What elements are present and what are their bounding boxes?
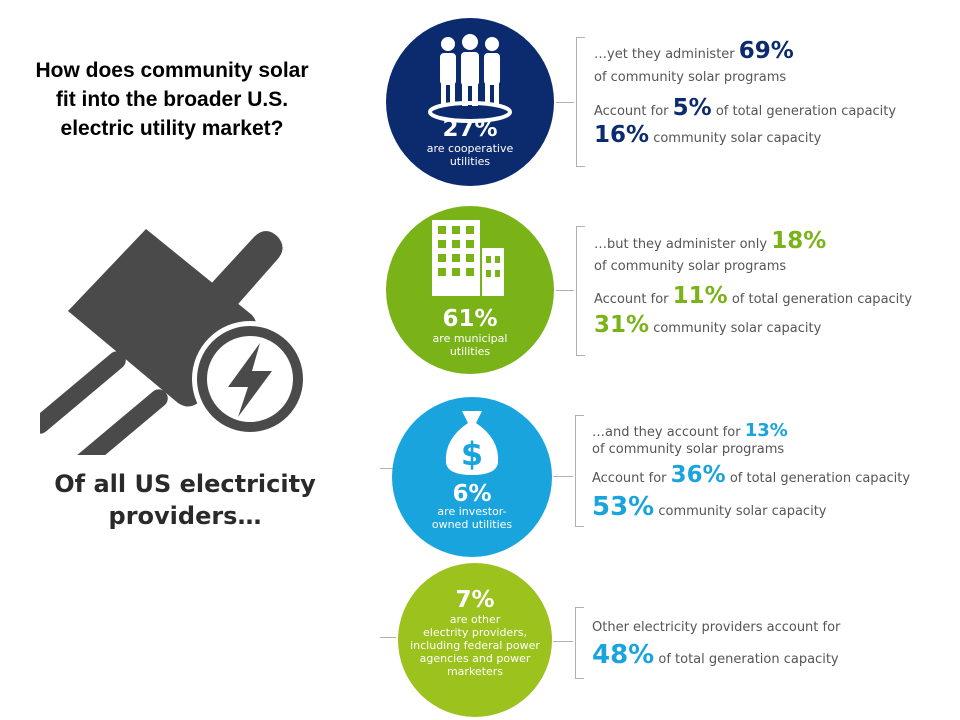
connector	[556, 290, 574, 291]
stat-capacity: Account for 36% of total generation capa…	[592, 462, 911, 488]
stat-cs-capacity: 53% community solar capacity	[592, 492, 827, 522]
svg-text:$: $	[461, 435, 483, 473]
plug-prong	[73, 389, 168, 455]
desc-line: utilities	[449, 345, 491, 358]
people-group-icon	[428, 34, 512, 123]
electric-plug-icon	[40, 229, 308, 455]
desc-line: utilities	[449, 155, 491, 168]
plug-prong	[40, 351, 126, 434]
administer-value: 69%	[738, 38, 794, 64]
stat-administer: …but they administer only 18%	[594, 228, 827, 254]
cs-capacity-value: 16%	[594, 122, 650, 148]
question-line: How does community solar	[35, 59, 309, 82]
connector	[553, 641, 573, 642]
desc-line: are other	[449, 613, 501, 626]
stat-administer: …and they account for 13%	[592, 420, 788, 441]
stat-administer-tail: of community solar programs	[592, 442, 785, 457]
money-bag-icon: $	[445, 411, 499, 475]
provider-share: 27%	[442, 116, 498, 142]
stat-administer: …yet they administer 69%	[594, 38, 794, 64]
stat-capacity: 48% of total generation capacity	[592, 640, 839, 670]
capacity-value: 48%	[592, 640, 655, 670]
bracket	[576, 37, 585, 167]
bracket	[576, 226, 585, 356]
spine-tick	[380, 468, 396, 469]
provider-desc: are municipal utilities	[400, 332, 540, 358]
stat-capacity: Account for 5% of total generation capac…	[594, 95, 897, 121]
desc-line: owned utilities	[431, 518, 513, 531]
cooperative-circle: 27% are cooperative utilities	[386, 18, 554, 186]
intro-label: Of all US electricity providers…	[40, 468, 330, 532]
capacity-value: 11%	[672, 283, 728, 309]
question-line: electric utility market?	[60, 117, 284, 140]
provider-share: 61%	[442, 306, 498, 332]
stat-other-intro: Other electricity providers account for	[592, 620, 841, 635]
intro-line: providers…	[108, 502, 262, 530]
desc-line: including federal power	[410, 639, 540, 652]
stat-cs-capacity: 31% community solar capacity	[594, 312, 822, 338]
office-building-icon	[432, 220, 504, 296]
intro-line: Of all US electricity	[54, 470, 316, 498]
cs-capacity-value: 31%	[594, 312, 650, 338]
desc-line: are investor-	[437, 505, 507, 518]
connector	[553, 476, 573, 477]
stat-administer-tail: of community solar programs	[594, 70, 787, 85]
desc-line: agencies and power	[419, 652, 531, 665]
municipal-circle: 61% are municipal utilities	[386, 206, 554, 374]
stat-capacity: Account for 11% of total generation capa…	[594, 283, 913, 309]
capacity-value: 5%	[672, 95, 712, 121]
question-line: fit into the broader U.S.	[55, 88, 289, 111]
administer-value: 18%	[771, 228, 827, 254]
stat-cs-capacity: 16% community solar capacity	[594, 122, 822, 148]
desc-line: marketers	[446, 665, 504, 678]
investor-circle: $ 6% are investor- owned utilities	[392, 397, 552, 557]
lightning-bolt-icon	[192, 321, 308, 437]
bracket	[575, 607, 584, 679]
connector	[556, 102, 574, 103]
other-circle: 7% are other electrity providers, includ…	[398, 563, 552, 717]
desc-line: are cooperative	[426, 142, 514, 155]
question-heading: How does community solar fit into the br…	[22, 56, 322, 143]
provider-share: 7%	[455, 587, 495, 613]
cs-capacity-value: 53%	[592, 492, 655, 522]
desc-line: are municipal	[432, 332, 508, 345]
provider-desc: are investor- owned utilities	[402, 505, 542, 531]
provider-desc: are cooperative utilities	[400, 142, 540, 168]
bracket	[575, 415, 584, 527]
provider-share: 6%	[452, 481, 492, 507]
provider-desc: are other electrity providers, including…	[405, 613, 545, 678]
desc-line: electrity providers,	[423, 626, 527, 639]
spine-tick	[380, 637, 396, 638]
stat-administer-tail: of community solar programs	[594, 259, 787, 274]
plug-cable	[208, 231, 283, 311]
capacity-value: 36%	[670, 462, 726, 488]
administer-value: 13%	[744, 420, 788, 441]
